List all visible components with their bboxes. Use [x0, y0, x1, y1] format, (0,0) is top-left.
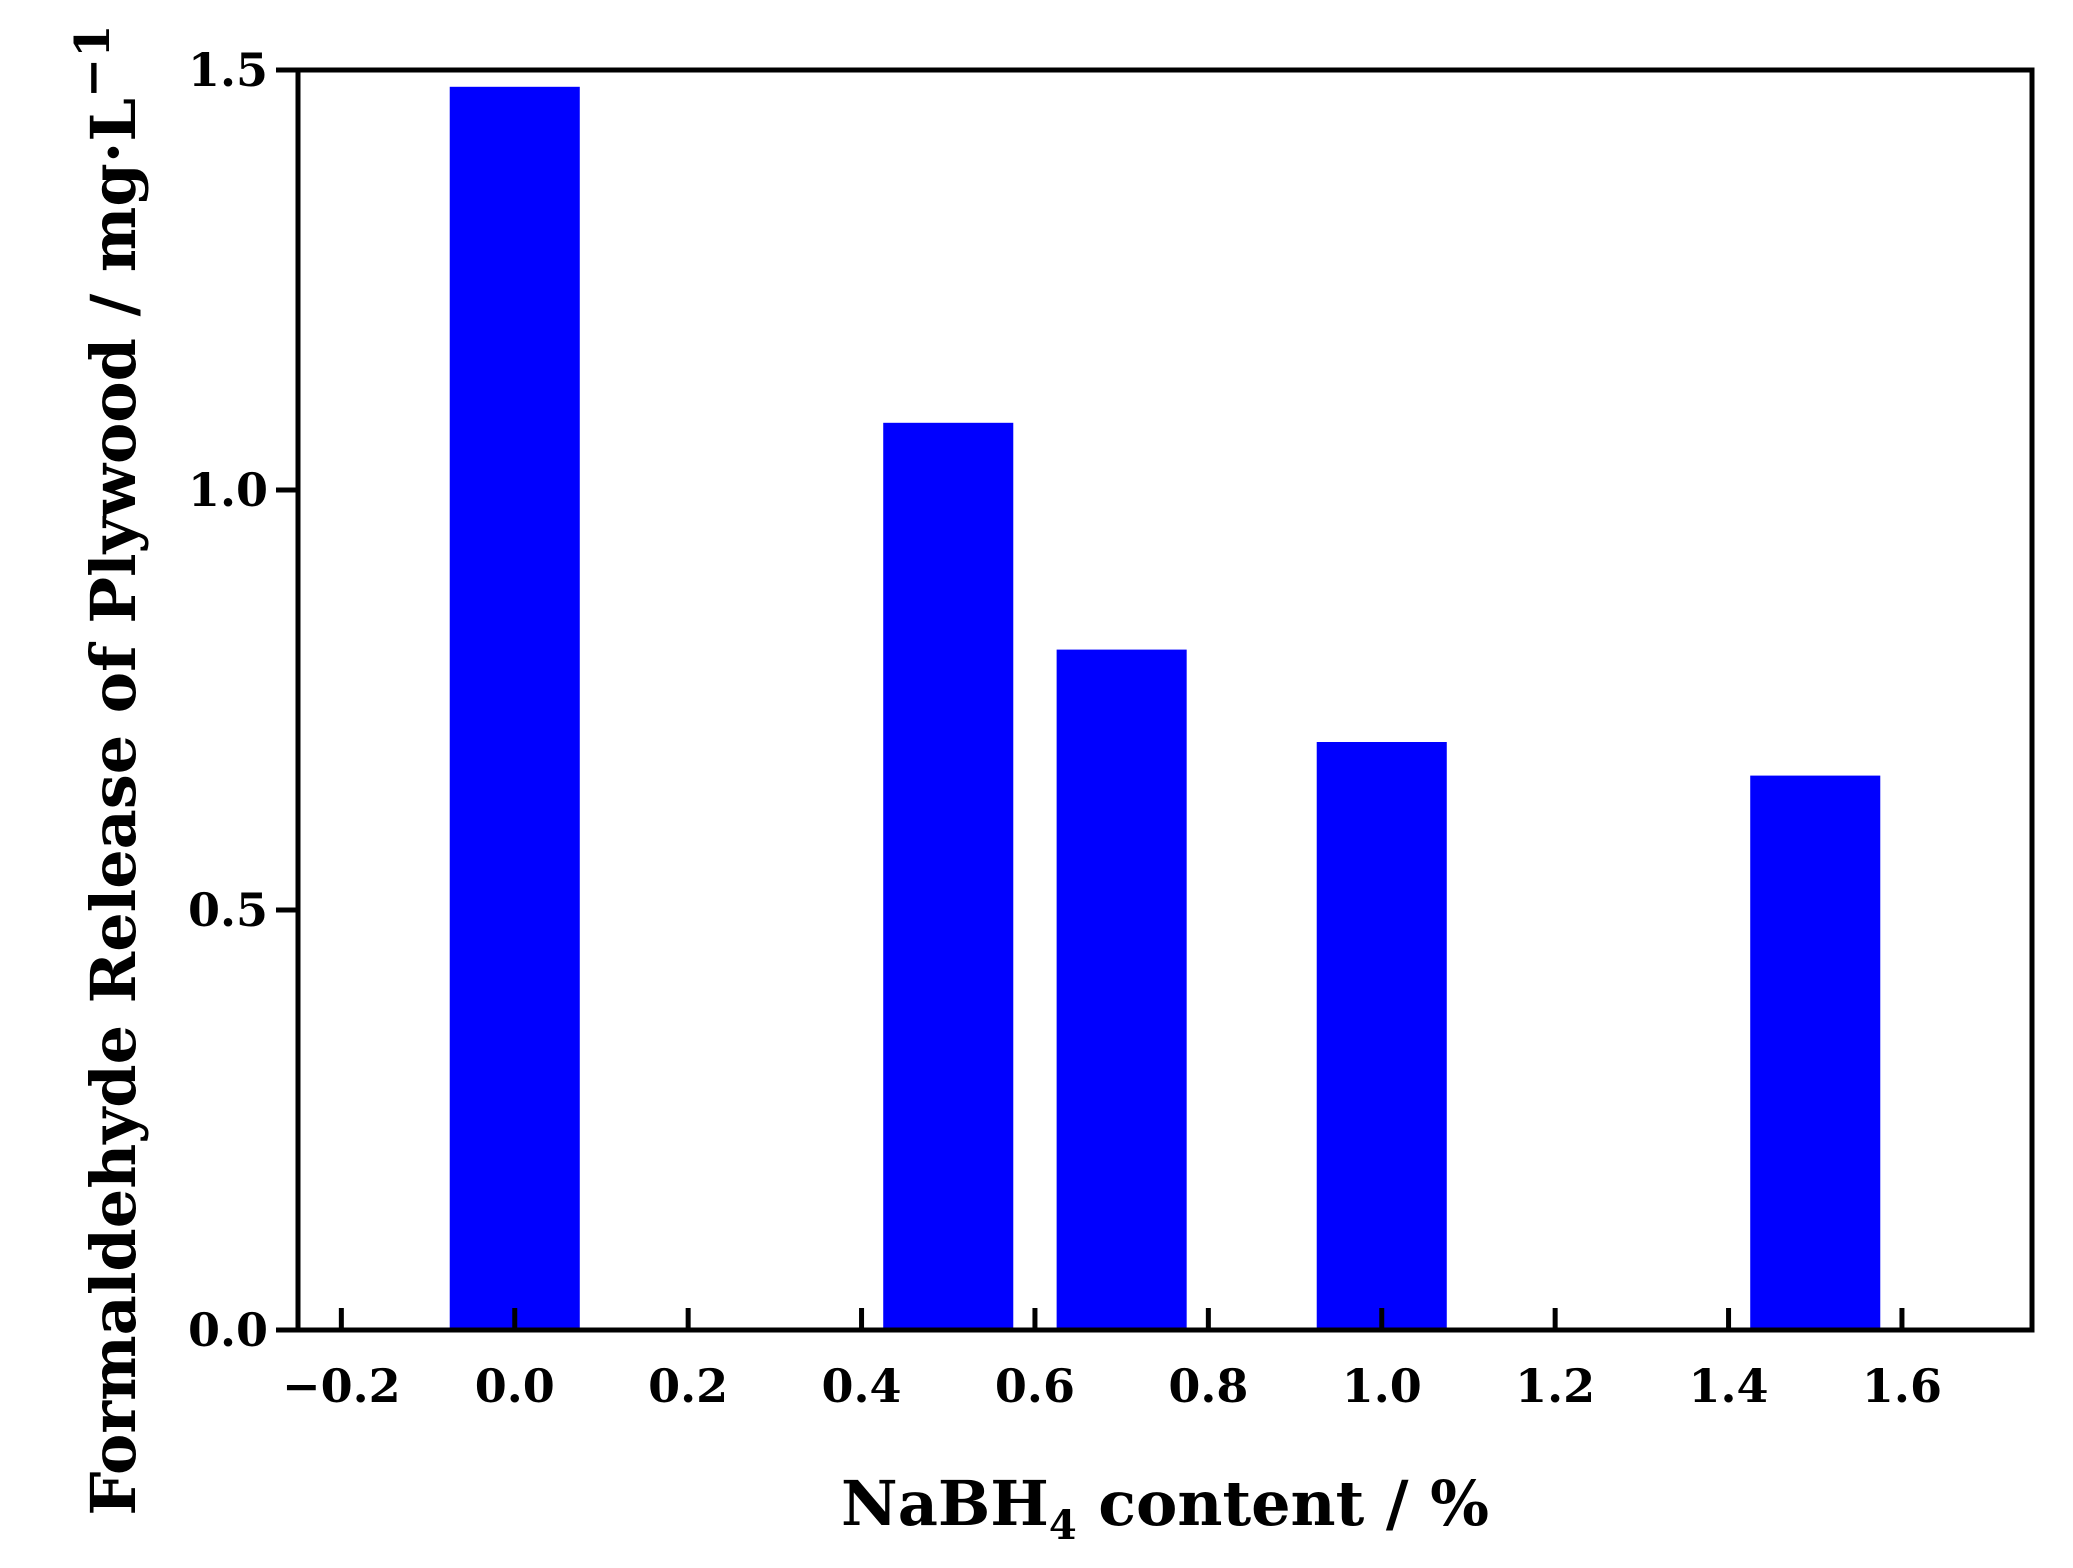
bar-1	[883, 422, 1014, 1330]
y-tick-label: 0.0	[188, 1303, 268, 1357]
x-axis-title-subscript: 4	[1049, 1502, 1077, 1549]
y-axis-title: Formaldehyde Release of Plywood / mg·L−1	[65, 24, 150, 1515]
bar-3	[1316, 742, 1447, 1330]
bars-group	[449, 86, 1881, 1330]
x-axis-title-main: NaBH	[841, 1467, 1049, 1540]
x-tick-label: 1.4	[1689, 1359, 1769, 1413]
y-tick-label: 0.5	[188, 883, 268, 937]
x-tick-label: 1.0	[1342, 1359, 1422, 1413]
x-tick-label: 0.2	[648, 1359, 728, 1413]
x-tick-label: 1.6	[1862, 1359, 1942, 1413]
bar-4	[1750, 775, 1881, 1330]
y-axis-title-superscript: −1	[65, 24, 121, 98]
y-tick-label: 1.0	[188, 463, 268, 517]
x-tick-label: −0.2	[282, 1359, 401, 1413]
x-tick-label: 0.8	[1168, 1359, 1248, 1413]
y-axis-ticks: 0.0 0.5 1.0 1.5	[188, 43, 298, 1357]
plot-frame	[295, 67, 2035, 1333]
x-tick-label: 1.2	[1515, 1359, 1595, 1413]
y-tick-label: 1.5	[188, 43, 268, 97]
x-tick-label: 0.6	[995, 1359, 1075, 1413]
bar-2	[1056, 649, 1187, 1330]
x-tick-label: 0.0	[475, 1359, 555, 1413]
bar-0	[449, 86, 580, 1330]
x-axis-ticks: −0.2 0.0 0.2 0.4 0.6 0.8 1.0 1.2 1.4 1.6	[282, 1308, 1942, 1413]
x-axis-title-rest: content / %	[1077, 1467, 1489, 1540]
x-axis-title: NaBH4 content / %	[841, 1467, 1489, 1549]
y-axis-title-main: Formaldehyde Release of Plywood / mg·L	[77, 98, 150, 1516]
x-tick-label: 0.4	[822, 1359, 902, 1413]
